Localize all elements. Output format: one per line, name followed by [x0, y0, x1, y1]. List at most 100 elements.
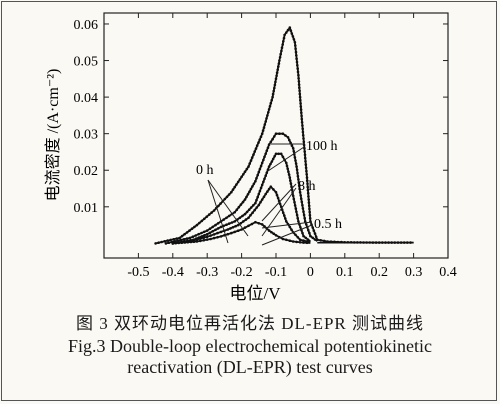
series-point [169, 238, 172, 242]
series-point [302, 140, 306, 144]
series-point [266, 146, 270, 149]
series-point [198, 221, 201, 225]
series-point [267, 111, 270, 114]
y-tick-label: 0.03 [74, 128, 99, 143]
series-point [270, 98, 274, 102]
series-point [233, 230, 236, 234]
series-point [237, 205, 241, 209]
series-point [285, 220, 288, 223]
series-point [275, 71, 279, 74]
series-point [219, 202, 222, 205]
caption-en-line-1: Fig.3 Double-loop electrochemical potent… [68, 336, 432, 356]
series-point [298, 89, 301, 93]
series-point [296, 64, 299, 67]
series-point [290, 185, 293, 188]
series-point [285, 164, 289, 168]
series-point [294, 44, 297, 47]
series-point [302, 239, 305, 242]
series-point [288, 138, 291, 142]
series-point [203, 230, 206, 234]
y-tick-label: 0.04 [74, 91, 99, 106]
series-point [223, 197, 227, 201]
series-point [234, 224, 237, 228]
series-point [180, 234, 184, 238]
series-point [245, 167, 249, 171]
series-point [242, 220, 245, 223]
series-point [186, 240, 190, 244]
series-point [160, 240, 163, 244]
series-point [294, 159, 297, 162]
series-point [296, 67, 300, 70]
series-point [251, 185, 254, 188]
series-point [264, 192, 268, 196]
series-point [277, 62, 281, 65]
series-point [292, 150, 296, 153]
series-point [313, 238, 317, 241]
series-point [243, 170, 247, 173]
series-point [278, 132, 281, 135]
series-point [253, 150, 256, 153]
y-axis-label: 电流密度 /(A·cm⁻²) [44, 69, 62, 202]
series-point [296, 216, 300, 220]
series-point [257, 141, 260, 144]
annotation-label: 0 h [196, 163, 214, 178]
series-point [166, 239, 169, 242]
x-tick-label: 0.3 [405, 265, 423, 280]
series-point [212, 233, 216, 236]
series-point [250, 222, 254, 226]
series-point [255, 198, 258, 202]
series-point [185, 237, 189, 240]
series-point [247, 165, 250, 168]
series-point [289, 141, 292, 145]
x-tick-label: -0.4 [162, 265, 184, 280]
series-point [306, 191, 310, 195]
series-point [174, 241, 178, 245]
series-point [267, 143, 271, 146]
series-point [294, 207, 298, 210]
series-point [249, 213, 252, 217]
series-point [195, 223, 199, 227]
series-point [225, 195, 229, 199]
series-point [304, 166, 308, 170]
series-point [295, 168, 299, 172]
series-point [254, 201, 257, 205]
series-point [284, 134, 287, 137]
series-point [248, 162, 251, 165]
series-point [286, 28, 290, 32]
series-point [167, 241, 171, 244]
series-point [281, 237, 285, 241]
series-point [245, 210, 249, 214]
series-point [262, 158, 265, 162]
series-point [193, 225, 196, 229]
figure-caption-english: Fig.3 Double-loop electrochemical potent… [0, 336, 500, 378]
series-point [297, 73, 300, 77]
series-point [249, 159, 253, 162]
series-point [249, 187, 253, 191]
series-point [214, 223, 217, 227]
series-point [195, 238, 199, 241]
series-point [301, 130, 305, 134]
series-point [300, 200, 304, 204]
series-point [284, 217, 287, 220]
series-point [309, 234, 312, 238]
series-point [247, 224, 250, 228]
series-point [288, 26, 292, 29]
series-point [275, 74, 278, 78]
series-point [202, 236, 206, 239]
series-point [306, 185, 310, 189]
series-point [288, 239, 292, 242]
series-point [313, 232, 317, 235]
series-point [209, 237, 212, 241]
series-point [254, 220, 257, 224]
series-point [265, 171, 269, 174]
series-point [285, 161, 288, 165]
series-point [233, 185, 236, 189]
series-point [241, 200, 245, 204]
series-point [233, 220, 236, 223]
series-point [255, 206, 258, 209]
series-point [301, 203, 304, 207]
series-point [288, 176, 292, 179]
series-point [254, 179, 257, 183]
series-point [269, 101, 273, 105]
series-point [260, 198, 264, 201]
